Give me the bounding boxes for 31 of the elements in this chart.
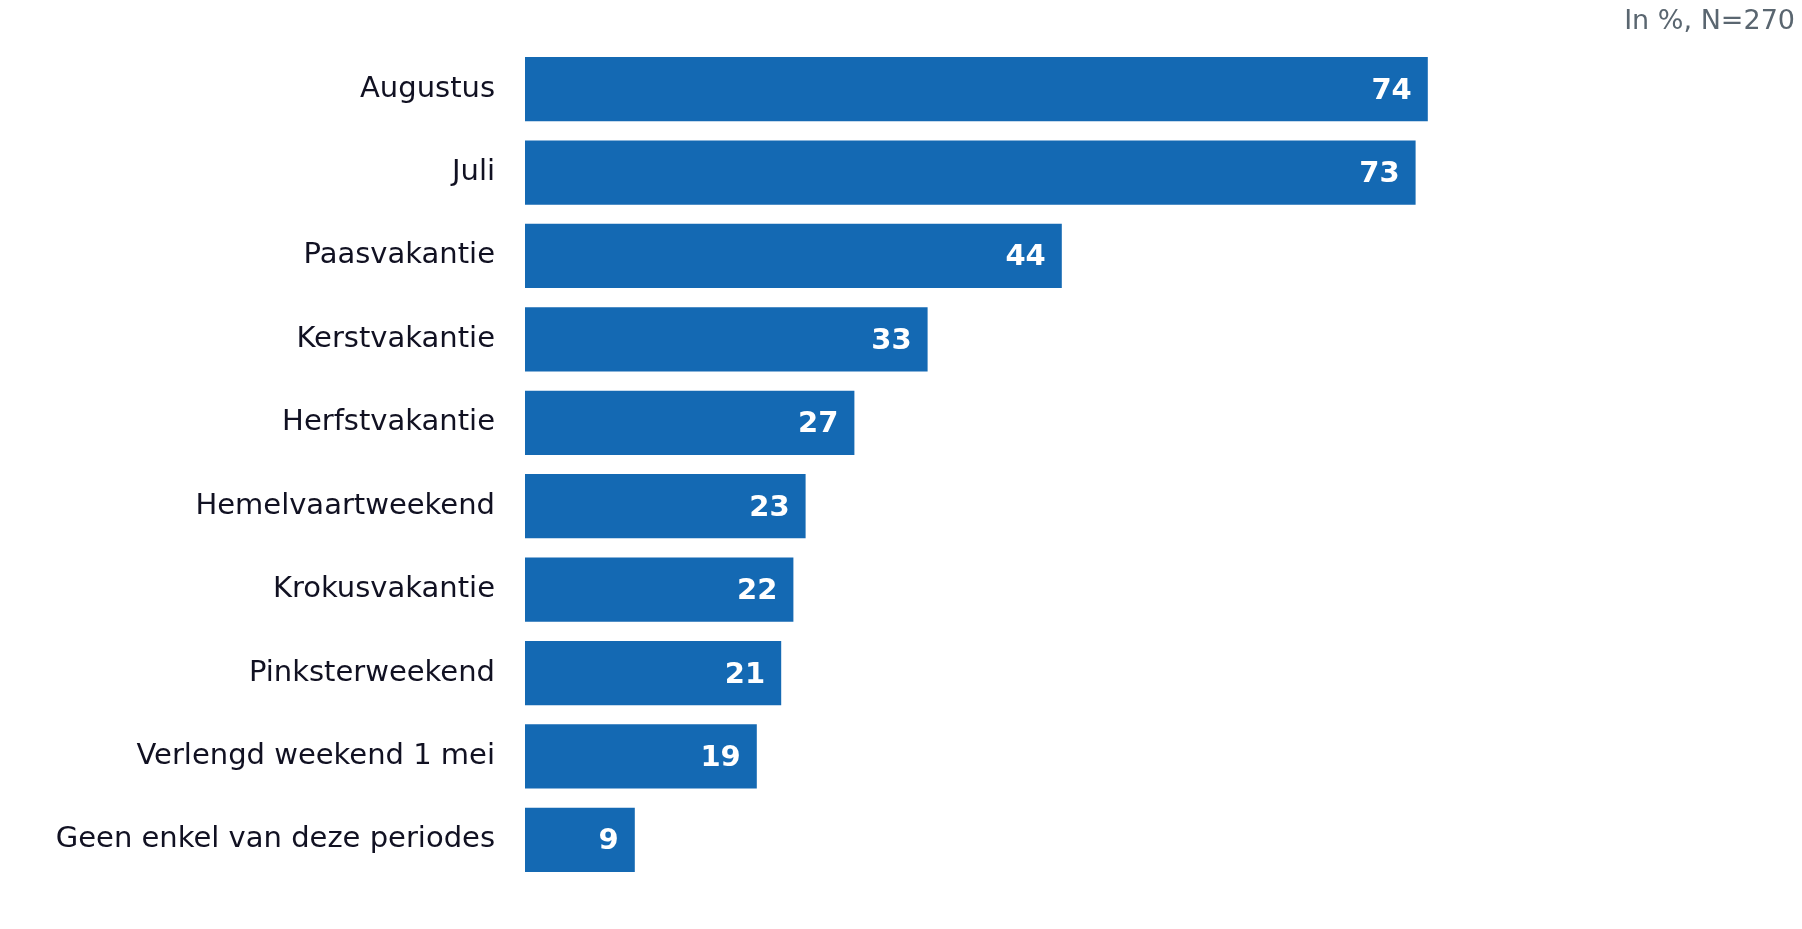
data-label: 23 xyxy=(749,488,790,523)
data-label: 73 xyxy=(1359,155,1400,190)
y-tick-label: Herfstvakantie xyxy=(282,403,495,438)
bar xyxy=(525,557,794,622)
bar xyxy=(525,640,782,706)
bar xyxy=(525,140,1416,205)
y-tick-label: Augustus xyxy=(360,69,495,104)
y-tick-label: Krokusvakantie xyxy=(272,570,495,605)
data-label: 27 xyxy=(798,405,839,440)
y-tick-label: Pinksterweekend xyxy=(248,653,495,688)
bar xyxy=(525,56,1428,122)
bar xyxy=(525,307,928,372)
data-label: 9 xyxy=(598,822,619,857)
y-tick-label: Verlengd weekend 1 mei xyxy=(136,737,495,771)
data-label: 22 xyxy=(737,572,778,607)
bar xyxy=(525,390,855,455)
bar xyxy=(525,474,806,539)
y-tick-label: Geen enkel van deze periodes xyxy=(55,820,495,855)
data-label: 33 xyxy=(871,321,912,356)
data-label: 21 xyxy=(724,655,766,690)
data-label: 74 xyxy=(1371,71,1412,106)
text: In %, N=270 xyxy=(1624,3,1795,35)
bar xyxy=(525,724,757,789)
y-tick-label: Paasvakantie xyxy=(303,236,495,271)
data-label: 19 xyxy=(700,739,741,773)
y-tick-label: Kerstvakantie xyxy=(296,319,495,354)
y-tick-label: Hemelvaartweekend xyxy=(195,486,495,521)
bar xyxy=(525,223,1062,289)
bar xyxy=(525,807,635,873)
data-label: 44 xyxy=(1005,238,1046,273)
y-tick-label: Juli xyxy=(449,153,495,188)
